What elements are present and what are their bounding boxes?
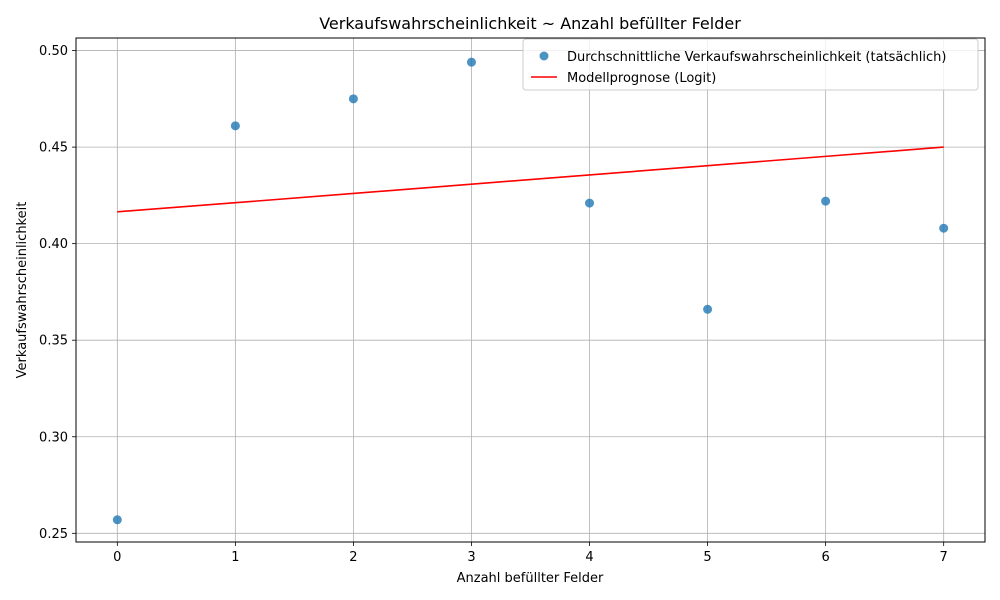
x-tick-label: 4 (585, 550, 593, 565)
y-axis-title: Verkaufswahrscheinlichkeit (15, 202, 30, 379)
legend-label-line: Modellprognose (Logit) (567, 71, 716, 86)
y-tick-label: 0.45 (39, 141, 68, 156)
chart-title: Verkaufswahrscheinlichkeit ~ Anzahl befü… (319, 14, 741, 33)
legend-box (522, 38, 979, 91)
x-tick-label: 3 (467, 550, 475, 565)
y-tick-label: 0.30 (39, 430, 68, 445)
data-point (821, 196, 831, 206)
legend-label-scatter: Durchschnittliche Verkaufswahrscheinlich… (567, 50, 946, 65)
data-point (703, 304, 713, 314)
x-tick-label: 5 (703, 550, 711, 565)
y-tick-label: 0.50 (39, 44, 68, 59)
data-point (230, 121, 240, 131)
y-tick-label: 0.35 (39, 334, 68, 349)
x-tick-label: 2 (349, 550, 357, 565)
x-tick-label: 6 (821, 550, 829, 565)
model-line (117, 146, 944, 213)
data-point (939, 223, 949, 233)
axis-ticks: 0 1 2 3 4 5 6 7 0.25 0.30 0.35 0.40 0.45 0.50 (39, 44, 948, 565)
data-point (466, 57, 476, 67)
x-tick-label: 1 (231, 550, 239, 565)
x-tick-label: 7 (940, 550, 948, 565)
x-tick-label: 0 (113, 550, 121, 565)
data-point (348, 94, 358, 104)
y-tick-label: 0.25 (39, 527, 68, 542)
legend-marker-scatter (539, 51, 549, 61)
data-point (585, 198, 595, 208)
y-tick-label: 0.40 (39, 237, 68, 252)
data-point (112, 515, 122, 525)
legend: Durchschnittliche Verkaufswahrscheinlich… (522, 38, 979, 91)
x-axis-title: Anzahl befüllter Felder (457, 571, 604, 586)
plot-frame (75, 37, 986, 543)
series-layer (112, 57, 949, 525)
